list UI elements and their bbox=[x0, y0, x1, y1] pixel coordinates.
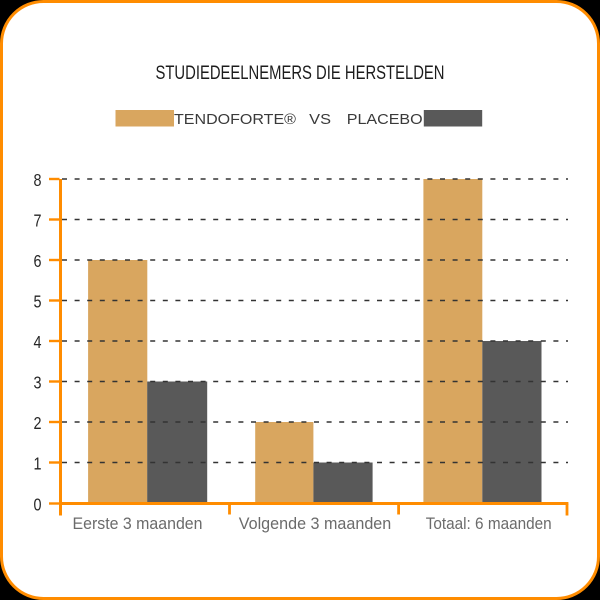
svg-text:Totaal: 6 maanden: Totaal: 6 maanden bbox=[426, 514, 552, 533]
svg-text:Eerste 3 maanden: Eerste 3 maanden bbox=[73, 514, 203, 533]
svg-text:6: 6 bbox=[34, 251, 42, 271]
svg-text:1: 1 bbox=[34, 454, 42, 474]
svg-text:STUDIEDEELNEMERS DIE HERSTELDE: STUDIEDEELNEMERS DIE HERSTELDEN bbox=[156, 63, 445, 84]
svg-text:0: 0 bbox=[34, 495, 42, 515]
svg-text:3: 3 bbox=[34, 373, 42, 393]
svg-text:TENDOFORTE®: TENDOFORTE® bbox=[174, 111, 296, 128]
svg-text:4: 4 bbox=[34, 332, 42, 352]
svg-text:5: 5 bbox=[34, 292, 42, 312]
svg-text:PLACEBO: PLACEBO bbox=[347, 111, 423, 128]
svg-text:VS: VS bbox=[309, 111, 331, 128]
svg-text:Volgende 3 maanden: Volgende 3 maanden bbox=[239, 514, 392, 533]
svg-text:8: 8 bbox=[34, 170, 42, 190]
svg-text:7: 7 bbox=[34, 211, 42, 231]
svg-text:2: 2 bbox=[34, 413, 42, 433]
